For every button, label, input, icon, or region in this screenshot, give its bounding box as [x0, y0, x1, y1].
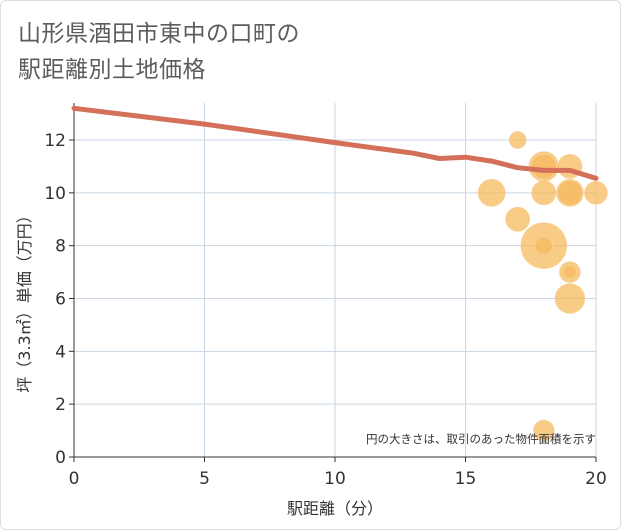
bubble-point — [532, 419, 555, 442]
trend-line-group — [71, 105, 599, 181]
bubble-point — [583, 180, 609, 205]
y-tick-label: 6 — [55, 289, 66, 309]
bubble-point — [477, 178, 506, 207]
y-axis-label: 坪（3.3㎡）単価（万円） — [15, 207, 34, 392]
chart-title-line2: 駅距離別土地価格 — [18, 57, 206, 83]
y-tick-label: 2 — [55, 395, 66, 415]
bubble-point — [508, 130, 527, 150]
trend-line — [71, 105, 599, 181]
bubble-point — [554, 283, 586, 314]
x-axis-label: 駅距離（分） — [287, 499, 383, 518]
y-tick-label: 0 — [55, 448, 66, 468]
tick-labels: 0 2 4 6 8 10 12 0 5 10 15 20 — [44, 131, 606, 489]
bubble-point — [505, 206, 531, 232]
x-tick-label: 20 — [585, 469, 607, 489]
bubble-point — [534, 236, 553, 255]
y-tick-label: 10 — [44, 184, 66, 204]
axes — [69, 103, 597, 462]
chart-title-line1: 山形県酒田市東中の口町の — [18, 21, 300, 47]
x-tick-label: 10 — [324, 469, 346, 489]
bubble-point — [531, 153, 557, 180]
bubble-point — [557, 180, 583, 206]
y-tick-label: 4 — [55, 342, 66, 362]
grid-lines — [74, 103, 597, 457]
y-tick-label: 12 — [44, 131, 66, 151]
bubble-point — [531, 180, 557, 206]
x-tick-label: 0 — [69, 469, 80, 489]
x-tick-label: 5 — [199, 469, 210, 489]
bubble-size-note: 円の大きさは、取引のあった物件面積を示す — [366, 432, 596, 446]
bubble-series — [477, 130, 609, 442]
y-tick-label: 8 — [55, 237, 66, 257]
bubble-point — [562, 265, 577, 280]
x-tick-label: 15 — [455, 469, 477, 489]
